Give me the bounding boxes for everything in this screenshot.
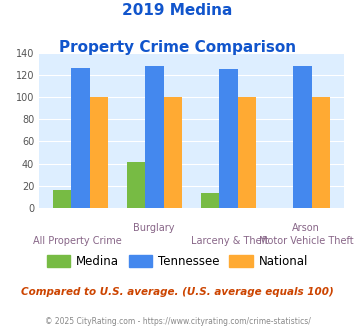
Text: Property Crime Comparison: Property Crime Comparison (59, 40, 296, 54)
Bar (238, 97, 256, 208)
Bar (219, 69, 238, 208)
Text: © 2025 CityRating.com - https://www.cityrating.com/crime-statistics/: © 2025 CityRating.com - https://www.city… (45, 317, 310, 326)
Text: Motor Vehicle Theft: Motor Vehicle Theft (259, 236, 354, 246)
Text: Larceny & Theft: Larceny & Theft (191, 236, 269, 246)
Bar (294, 66, 312, 208)
Text: Compared to U.S. average. (U.S. average equals 100): Compared to U.S. average. (U.S. average … (21, 287, 334, 297)
Text: Burglary: Burglary (133, 223, 174, 233)
Bar (90, 97, 108, 208)
Text: All Property Crime: All Property Crime (33, 236, 121, 246)
Bar (127, 162, 146, 208)
Text: Arson: Arson (292, 223, 320, 233)
Bar (71, 68, 90, 208)
Bar (201, 193, 219, 208)
Text: 2019 Medina: 2019 Medina (122, 3, 233, 18)
Bar (146, 66, 164, 208)
Bar (312, 97, 331, 208)
Bar (164, 97, 182, 208)
Bar (53, 190, 71, 208)
Legend: Medina, Tennessee, National: Medina, Tennessee, National (42, 250, 313, 273)
